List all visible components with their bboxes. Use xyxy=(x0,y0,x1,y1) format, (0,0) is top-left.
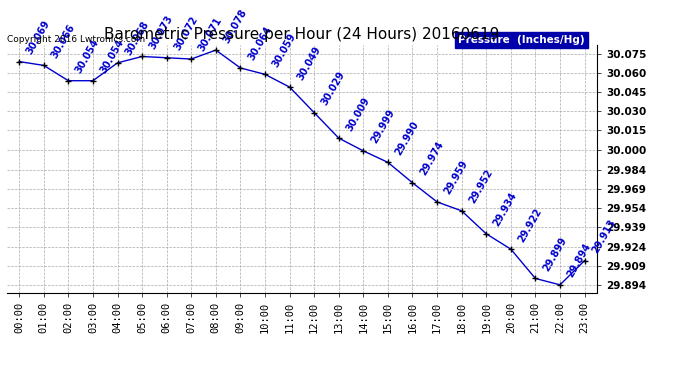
Text: 29.999: 29.999 xyxy=(369,108,396,146)
Text: 29.913: 29.913 xyxy=(590,217,618,255)
Text: Copyright 2016 Lwtronics.com: Copyright 2016 Lwtronics.com xyxy=(7,35,145,44)
Text: 29.899: 29.899 xyxy=(541,236,569,273)
Text: Pressure  (Inches/Hg): Pressure (Inches/Hg) xyxy=(458,35,585,45)
Text: 29.922: 29.922 xyxy=(516,206,544,244)
Title: Barometric Pressure per Hour (24 Hours) 20160619: Barometric Pressure per Hour (24 Hours) … xyxy=(104,27,500,42)
Text: 29.974: 29.974 xyxy=(418,140,446,177)
Text: 30.069: 30.069 xyxy=(25,18,52,56)
Text: 30.059: 30.059 xyxy=(270,31,298,69)
Text: 30.064: 30.064 xyxy=(246,25,273,62)
Text: 30.078: 30.078 xyxy=(221,7,249,45)
Text: 30.054: 30.054 xyxy=(99,38,126,75)
Text: 30.072: 30.072 xyxy=(172,15,199,52)
Text: 30.071: 30.071 xyxy=(197,16,224,54)
Text: 30.054: 30.054 xyxy=(74,38,101,75)
Text: 30.049: 30.049 xyxy=(295,44,322,81)
Text: 30.009: 30.009 xyxy=(344,95,372,133)
Text: 30.073: 30.073 xyxy=(148,13,175,51)
Text: 30.066: 30.066 xyxy=(49,22,77,60)
Text: 30.068: 30.068 xyxy=(123,20,150,57)
Text: 29.952: 29.952 xyxy=(467,168,495,205)
Text: 29.990: 29.990 xyxy=(393,119,421,157)
Text: 29.934: 29.934 xyxy=(492,191,519,228)
Text: 29.894: 29.894 xyxy=(566,242,593,279)
Text: 29.959: 29.959 xyxy=(442,159,470,196)
Text: 30.029: 30.029 xyxy=(319,70,347,107)
